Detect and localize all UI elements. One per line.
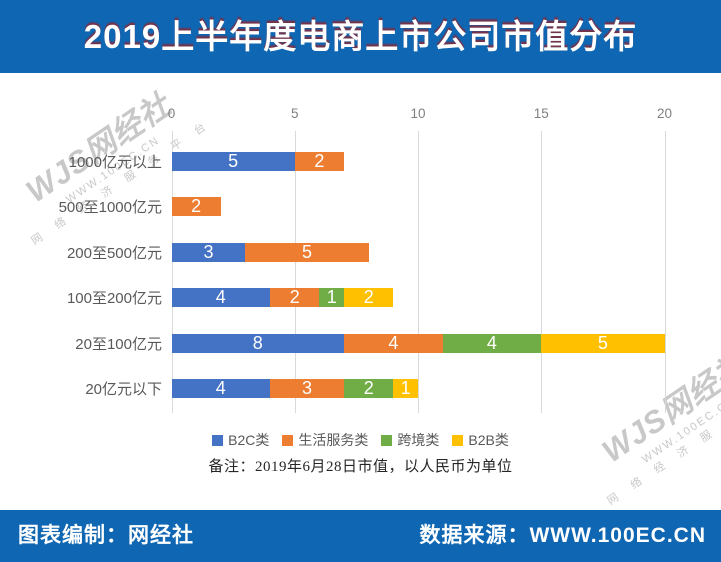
legend-item-life: 生活服务类: [282, 430, 368, 450]
gridline: [664, 131, 666, 413]
watermark-bottom-right: WJS网经社 WWW.100EC.CN 网 络 经 济 服 务 平 台: [569, 329, 721, 512]
legend: B2C类 生活服务类 跨境类 B2B类: [0, 430, 721, 450]
gridline: [541, 131, 543, 413]
bar-segment-b2c: 5: [171, 151, 295, 171]
bar-segment-b2b: 2: [344, 288, 394, 307]
bar-segment-b2c: 4: [171, 288, 271, 307]
chart-note: 备注：2019年6月28日市值，以人民币为单位: [208, 459, 513, 475]
bar-segment-cross: 2: [344, 379, 394, 398]
watermark-slogan: 网 络 经 济 服 务 平 台: [29, 117, 214, 248]
legend-swatch-icon: [381, 434, 393, 446]
category-label: 1000亿元以上: [68, 153, 162, 171]
legend-label: 跨境类: [397, 432, 440, 448]
axis-tick-label: 10: [410, 106, 426, 121]
bar-segment-life: 2: [270, 288, 320, 307]
category-label: 20至100亿元: [75, 335, 162, 353]
legend-item-b2b: B2B类: [452, 430, 509, 450]
bar-segment-cross: 1: [319, 288, 345, 307]
legend-swatch-icon: [212, 434, 224, 446]
legend-label: B2B类: [468, 432, 509, 448]
footer-credit: 图表编制：网经社: [18, 524, 194, 547]
legend-label: 生活服务类: [298, 432, 369, 448]
bar-segment-b2b: 1: [393, 379, 418, 398]
page-title: 2019上半年度电商上市公司市值分布: [83, 18, 638, 55]
bar-segment-life: 3: [270, 379, 345, 398]
gridline: [294, 131, 296, 413]
legend-item-cross: 跨境类: [381, 430, 439, 450]
axis-tick-label: 15: [533, 106, 549, 121]
bar-segment-life: 4: [344, 333, 443, 353]
category-label: 20亿元以下: [85, 381, 162, 398]
category-label: 500至1000亿元: [58, 199, 162, 216]
axis-tick-label: 5: [290, 106, 299, 121]
legend-swatch-icon: [452, 434, 464, 446]
footer-source: 数据来源：WWW.100EC.CN: [419, 524, 706, 547]
legend-label: B2C类: [228, 432, 270, 448]
bar-segment-b2b: 5: [541, 333, 665, 353]
bar-segment-life: 5: [245, 242, 369, 262]
bar-segment-b2c: 8: [171, 333, 345, 353]
bar-segment-b2c: 3: [171, 242, 246, 262]
bar-segment-b2c: 4: [171, 379, 271, 398]
gridline: [418, 131, 419, 413]
category-label: 100至200亿元: [66, 290, 162, 307]
legend-item-b2c: B2C类: [212, 430, 269, 450]
axis-tick-label: 0: [167, 106, 176, 121]
axis-tick-label: 20: [656, 106, 673, 121]
gridline: [171, 131, 173, 413]
header-banner: 2019上半年度电商上市公司市值分布: [0, 0, 721, 73]
legend-swatch-icon: [282, 434, 294, 446]
footer-banner: 图表编制：网经社 数据来源：WWW.100EC.CN: [0, 510, 721, 562]
bar-segment-life: 2: [294, 151, 345, 171]
bar-segment-life: 2: [171, 197, 221, 216]
category-label: 200至500亿元: [66, 244, 162, 262]
bar-segment-cross: 4: [442, 333, 542, 353]
